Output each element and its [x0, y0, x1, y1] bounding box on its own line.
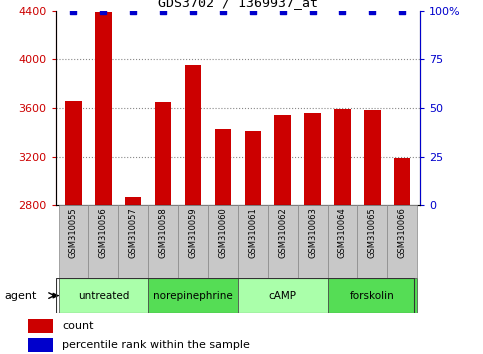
Point	[309, 8, 316, 13]
Text: GSM310059: GSM310059	[188, 207, 198, 258]
Point	[279, 8, 286, 13]
Bar	[208, 205, 238, 278]
Bar	[334, 109, 351, 205]
Bar	[118, 205, 148, 278]
Bar	[364, 110, 381, 205]
Point	[99, 8, 107, 13]
Bar	[244, 131, 261, 205]
Text: count: count	[62, 321, 94, 331]
Text: forskolin: forskolin	[350, 291, 395, 301]
Point	[159, 8, 167, 13]
Bar	[28, 319, 53, 333]
Bar	[387, 205, 417, 278]
Point	[249, 8, 256, 13]
Bar	[155, 102, 171, 205]
Bar	[298, 205, 327, 278]
Bar	[238, 205, 268, 278]
Text: GSM310060: GSM310060	[218, 207, 227, 258]
Text: untreated: untreated	[78, 291, 129, 301]
Text: GSM310063: GSM310063	[308, 207, 317, 258]
Bar	[327, 278, 417, 313]
Text: percentile rank within the sample: percentile rank within the sample	[62, 340, 250, 350]
Title: GDS3702 / 1369937_at: GDS3702 / 1369937_at	[158, 0, 318, 10]
Text: GSM310061: GSM310061	[248, 207, 257, 258]
Bar	[58, 278, 148, 313]
Bar	[58, 205, 88, 278]
Bar	[65, 101, 82, 205]
Point	[219, 8, 227, 13]
Bar	[125, 197, 142, 205]
Text: GSM310056: GSM310056	[99, 207, 108, 258]
Text: GSM310066: GSM310066	[398, 207, 407, 258]
Point	[129, 8, 137, 13]
Bar	[185, 65, 201, 205]
Point	[398, 8, 406, 13]
Bar	[148, 278, 238, 313]
Bar	[88, 205, 118, 278]
Bar	[394, 158, 411, 205]
Bar	[148, 205, 178, 278]
Text: GSM310064: GSM310064	[338, 207, 347, 258]
Bar	[215, 129, 231, 205]
Point	[189, 8, 197, 13]
Bar	[95, 12, 112, 205]
Bar	[327, 205, 357, 278]
Text: cAMP: cAMP	[269, 291, 297, 301]
Text: norepinephrine: norepinephrine	[153, 291, 233, 301]
Bar	[178, 205, 208, 278]
Bar	[268, 205, 298, 278]
Text: GSM310058: GSM310058	[158, 207, 168, 258]
Bar	[274, 115, 291, 205]
Text: agent: agent	[5, 291, 37, 301]
Bar	[357, 205, 387, 278]
Bar	[28, 338, 53, 352]
Point	[339, 8, 346, 13]
Text: GSM310057: GSM310057	[129, 207, 138, 258]
Bar	[304, 113, 321, 205]
Text: GSM310055: GSM310055	[69, 207, 78, 258]
Point	[70, 8, 77, 13]
Text: GSM310062: GSM310062	[278, 207, 287, 258]
Bar	[238, 278, 327, 313]
Point	[369, 8, 376, 13]
Text: GSM310065: GSM310065	[368, 207, 377, 258]
